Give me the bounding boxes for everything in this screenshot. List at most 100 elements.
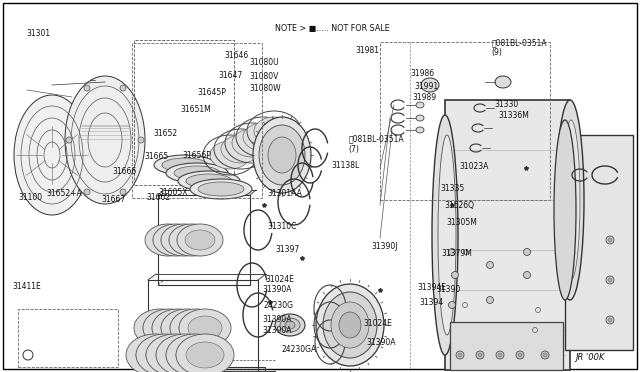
Text: 31605X: 31605X bbox=[159, 188, 188, 197]
Circle shape bbox=[516, 351, 524, 359]
Ellipse shape bbox=[416, 102, 424, 108]
Text: 31080V: 31080V bbox=[250, 72, 279, 81]
Text: 31138L: 31138L bbox=[332, 161, 360, 170]
Ellipse shape bbox=[146, 334, 204, 372]
Circle shape bbox=[524, 248, 531, 256]
Ellipse shape bbox=[126, 334, 184, 372]
Circle shape bbox=[138, 137, 144, 143]
Ellipse shape bbox=[285, 321, 295, 329]
FancyBboxPatch shape bbox=[565, 135, 633, 350]
Text: 31390A: 31390A bbox=[366, 338, 396, 347]
Circle shape bbox=[458, 353, 462, 357]
Ellipse shape bbox=[416, 115, 424, 121]
Text: 31390: 31390 bbox=[436, 285, 461, 294]
Text: 31666: 31666 bbox=[112, 167, 136, 176]
Ellipse shape bbox=[161, 309, 213, 347]
FancyBboxPatch shape bbox=[450, 322, 563, 370]
FancyBboxPatch shape bbox=[3, 3, 637, 369]
Circle shape bbox=[84, 189, 90, 195]
Text: Ⓑ081BL-0351A
(9): Ⓑ081BL-0351A (9) bbox=[492, 38, 547, 57]
Text: 31991: 31991 bbox=[415, 82, 439, 91]
Ellipse shape bbox=[190, 179, 252, 199]
Ellipse shape bbox=[562, 120, 580, 280]
Circle shape bbox=[608, 278, 612, 282]
Ellipse shape bbox=[495, 76, 511, 88]
Ellipse shape bbox=[210, 141, 250, 169]
Text: 31662: 31662 bbox=[146, 193, 170, 202]
Circle shape bbox=[456, 351, 464, 359]
Ellipse shape bbox=[188, 316, 222, 340]
Ellipse shape bbox=[323, 292, 377, 358]
Ellipse shape bbox=[161, 316, 195, 340]
Text: JR '00K: JR '00K bbox=[575, 353, 605, 362]
Circle shape bbox=[608, 238, 612, 242]
Ellipse shape bbox=[136, 342, 174, 368]
Ellipse shape bbox=[186, 342, 224, 368]
Circle shape bbox=[543, 353, 547, 357]
Ellipse shape bbox=[176, 342, 214, 368]
Ellipse shape bbox=[65, 76, 145, 204]
Text: 31390A: 31390A bbox=[262, 326, 292, 335]
Text: 31646: 31646 bbox=[224, 51, 248, 60]
Ellipse shape bbox=[156, 342, 194, 368]
Ellipse shape bbox=[166, 334, 224, 372]
Ellipse shape bbox=[153, 230, 183, 250]
Circle shape bbox=[66, 137, 72, 143]
Text: 31080W: 31080W bbox=[250, 84, 281, 93]
Text: 31024E: 31024E bbox=[266, 275, 294, 283]
Ellipse shape bbox=[185, 230, 215, 250]
Text: 31656P: 31656P bbox=[182, 151, 211, 160]
Ellipse shape bbox=[254, 117, 294, 145]
Ellipse shape bbox=[166, 163, 228, 183]
Ellipse shape bbox=[14, 95, 90, 215]
Ellipse shape bbox=[152, 316, 186, 340]
Ellipse shape bbox=[170, 309, 222, 347]
Ellipse shape bbox=[156, 334, 214, 372]
Text: 31390J: 31390J bbox=[371, 242, 397, 251]
Ellipse shape bbox=[556, 100, 584, 300]
Text: 31651M: 31651M bbox=[180, 105, 211, 114]
Ellipse shape bbox=[169, 224, 215, 256]
Ellipse shape bbox=[275, 314, 305, 336]
Ellipse shape bbox=[169, 230, 199, 250]
Ellipse shape bbox=[232, 129, 272, 157]
Ellipse shape bbox=[432, 115, 458, 355]
Text: 31305M: 31305M bbox=[447, 218, 477, 227]
Ellipse shape bbox=[221, 135, 261, 163]
Ellipse shape bbox=[177, 230, 207, 250]
Text: 31330: 31330 bbox=[494, 100, 518, 109]
Ellipse shape bbox=[331, 302, 369, 348]
Text: 31652: 31652 bbox=[154, 129, 178, 138]
Text: 24230G: 24230G bbox=[264, 301, 294, 310]
Circle shape bbox=[486, 262, 493, 269]
Text: NOTE > ■..... NOT FOR SALE: NOTE > ■..... NOT FOR SALE bbox=[275, 23, 390, 32]
Circle shape bbox=[451, 272, 458, 279]
Ellipse shape bbox=[280, 318, 300, 332]
Text: 31394E: 31394E bbox=[417, 283, 446, 292]
Ellipse shape bbox=[170, 316, 204, 340]
Ellipse shape bbox=[253, 117, 311, 193]
Circle shape bbox=[476, 351, 484, 359]
Circle shape bbox=[496, 351, 504, 359]
Ellipse shape bbox=[154, 155, 216, 175]
Ellipse shape bbox=[145, 224, 191, 256]
Circle shape bbox=[518, 353, 522, 357]
Text: 31023A: 31023A bbox=[460, 162, 489, 171]
Ellipse shape bbox=[178, 171, 240, 191]
Text: 31647: 31647 bbox=[219, 71, 243, 80]
Text: 31652+A: 31652+A bbox=[46, 189, 82, 198]
Circle shape bbox=[606, 316, 614, 324]
Ellipse shape bbox=[179, 316, 213, 340]
Circle shape bbox=[498, 353, 502, 357]
Ellipse shape bbox=[421, 78, 439, 92]
Ellipse shape bbox=[268, 137, 296, 173]
Circle shape bbox=[606, 276, 614, 284]
Ellipse shape bbox=[152, 309, 204, 347]
Text: 31397: 31397 bbox=[275, 246, 300, 254]
Text: 31645P: 31645P bbox=[197, 88, 226, 97]
Text: 31986: 31986 bbox=[411, 69, 435, 78]
Text: 31667: 31667 bbox=[101, 195, 125, 203]
Ellipse shape bbox=[146, 342, 184, 368]
Text: 31024E: 31024E bbox=[364, 319, 392, 328]
Text: 31080U: 31080U bbox=[250, 58, 279, 67]
